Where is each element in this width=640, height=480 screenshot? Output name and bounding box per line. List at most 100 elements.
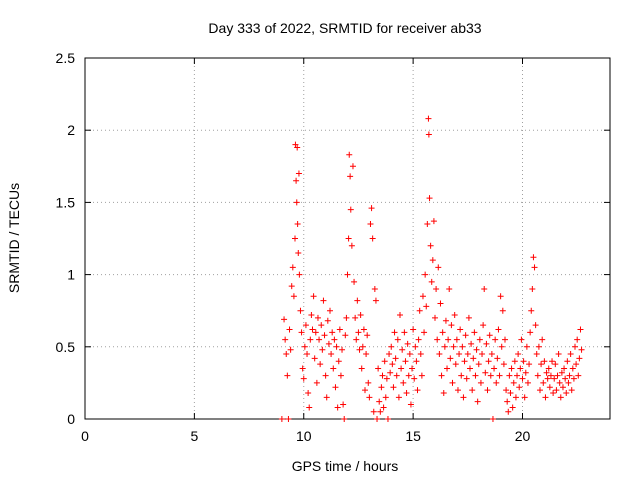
data-point (534, 372, 541, 379)
data-point (387, 369, 394, 376)
data-point (377, 408, 384, 415)
data-point (439, 329, 446, 336)
data-point (574, 336, 581, 343)
data-point (314, 314, 321, 321)
y-tick-label: 2.5 (56, 50, 76, 66)
data-point (492, 336, 499, 343)
data-point (430, 218, 437, 225)
data-point (572, 343, 578, 350)
data-point (295, 170, 302, 177)
data-point (384, 416, 391, 422)
data-point (340, 401, 347, 408)
data-point (460, 394, 467, 401)
data-point (471, 329, 478, 336)
data-point (370, 408, 377, 415)
data-point (486, 332, 493, 339)
data-point (383, 375, 390, 382)
data-point (429, 257, 436, 264)
data-point (555, 351, 562, 358)
data-point (359, 343, 366, 350)
data-point (313, 379, 320, 386)
data-point (475, 361, 482, 368)
data-point (520, 358, 527, 365)
y-tick-label: 2 (67, 122, 75, 138)
data-point (398, 365, 405, 372)
data-point (519, 375, 526, 382)
data-point (529, 286, 536, 293)
data-point (366, 394, 373, 401)
data-point (363, 351, 370, 358)
data-point (321, 332, 328, 339)
data-point (382, 394, 389, 401)
data-point (414, 387, 421, 394)
data-point (496, 372, 503, 379)
data-point (509, 404, 516, 411)
data-point (436, 351, 443, 358)
data-point (365, 379, 372, 386)
data-point (456, 351, 463, 358)
data-point (378, 384, 385, 391)
data-point (527, 329, 534, 336)
data-point (369, 235, 376, 242)
data-point (410, 326, 417, 333)
data-point (437, 300, 444, 307)
data-point (333, 343, 340, 350)
data-point (491, 365, 498, 372)
data-point (375, 365, 382, 372)
data-point (397, 312, 403, 319)
data-point (446, 286, 453, 293)
data-point (497, 293, 504, 300)
data-point (554, 372, 561, 379)
data-point (391, 329, 398, 336)
data-point (388, 343, 395, 350)
data-point (440, 390, 447, 397)
data-point (346, 151, 353, 158)
data-point (454, 387, 461, 394)
data-point (459, 343, 466, 350)
data-point (573, 361, 580, 368)
data-point (339, 346, 346, 353)
data-point (565, 379, 572, 386)
data-point (442, 317, 449, 324)
data-point (418, 372, 425, 379)
data-point (427, 242, 434, 249)
data-point (394, 336, 401, 343)
data-point (364, 332, 371, 339)
data-point (351, 278, 358, 285)
data-point (538, 361, 545, 368)
data-point (556, 379, 563, 386)
data-point (343, 314, 350, 321)
y-tick-label: 0.5 (56, 339, 76, 355)
data-point (470, 355, 477, 362)
data-point (286, 326, 293, 333)
data-point (543, 369, 550, 376)
data-point (464, 351, 471, 358)
data-point (532, 322, 539, 329)
data-point (296, 271, 303, 278)
data-point (328, 351, 335, 358)
data-point (289, 264, 296, 271)
data-point (450, 343, 457, 350)
data-point (569, 365, 576, 372)
data-point (278, 416, 285, 422)
data-point (358, 365, 365, 372)
data-point (293, 199, 300, 206)
data-point (441, 343, 448, 350)
data-point (523, 343, 530, 350)
x-tick-label: 15 (405, 428, 421, 444)
data-point (301, 343, 308, 350)
data-point (355, 329, 362, 336)
data-point (372, 297, 379, 304)
data-point (310, 293, 317, 300)
data-point (458, 372, 465, 379)
data-point (307, 336, 314, 343)
data-point (476, 336, 483, 343)
data-point (433, 286, 440, 293)
data-point (311, 355, 318, 362)
data-point (550, 390, 557, 397)
data-point (345, 235, 352, 242)
data-point (468, 340, 475, 347)
axes: 0 5 10 15 20 0 0.5 1 1.5 2 2.5 (56, 50, 610, 444)
data-point (531, 264, 538, 271)
